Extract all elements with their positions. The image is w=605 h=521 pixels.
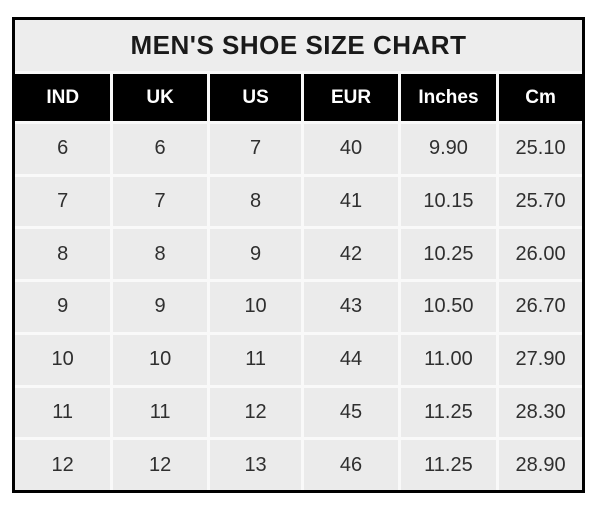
table-cell: 40 (304, 124, 398, 174)
column-header-ind: IND (15, 74, 111, 121)
table-cell: 44 (304, 334, 398, 385)
column-header-eur: EUR (304, 74, 398, 121)
table-cell: 9 (113, 282, 207, 332)
table-cell: 11.25 (400, 387, 497, 438)
table-cell: 41 (304, 176, 398, 227)
table-cell: 9.90 (400, 124, 497, 174)
table-cell: 27.90 (499, 334, 582, 385)
column-header-us: US (209, 74, 302, 121)
table-cell: 13 (209, 440, 302, 490)
table-cell: 8 (15, 229, 111, 280)
table-cell: 7 (209, 124, 302, 174)
table-cell: 26.00 (499, 229, 582, 280)
table-cell: 25.70 (499, 176, 582, 227)
table-cell: 45 (304, 387, 398, 438)
table-cell: 6 (113, 124, 207, 174)
table-cell: 10.50 (400, 282, 497, 332)
table-cell: 12 (113, 440, 207, 490)
table-cell: 46 (304, 440, 398, 490)
table-cell: 43 (304, 282, 398, 332)
table-cell: 11 (113, 387, 207, 438)
table-cell: 10 (113, 334, 207, 385)
table-cell: 11.25 (400, 440, 497, 490)
page-title: MEN'S SHOE SIZE CHART (15, 20, 582, 71)
table-cell: 10 (15, 334, 111, 385)
table-cell: 42 (304, 229, 398, 280)
table-cell: 7 (15, 176, 111, 227)
table-cell: 8 (113, 229, 207, 280)
table-cell: 11.00 (400, 334, 497, 385)
table-cell: 25.10 (499, 124, 582, 174)
table-cell: 28.30 (499, 387, 582, 438)
table-cell: 6 (15, 124, 111, 174)
table-cell: 26.70 (499, 282, 582, 332)
table-cell: 12 (209, 387, 302, 438)
table-cell: 11 (209, 334, 302, 385)
table-cell: 10.25 (400, 229, 497, 280)
table-cell: 7 (113, 176, 207, 227)
table-cell: 10 (209, 282, 302, 332)
table-cell: 10.15 (400, 176, 497, 227)
table-cell: 28.90 (499, 440, 582, 490)
table-cell: 8 (209, 176, 302, 227)
column-header-inches: Inches (400, 74, 497, 121)
table-cell: 11 (15, 387, 111, 438)
shoe-size-chart-table: MEN'S SHOE SIZE CHART IND UK US EUR Inch… (12, 17, 585, 493)
table-cell: 9 (15, 282, 111, 332)
table-cell: 9 (209, 229, 302, 280)
column-header-cm: Cm (499, 74, 582, 121)
table-cell: 12 (15, 440, 111, 490)
column-header-uk: UK (113, 74, 207, 121)
